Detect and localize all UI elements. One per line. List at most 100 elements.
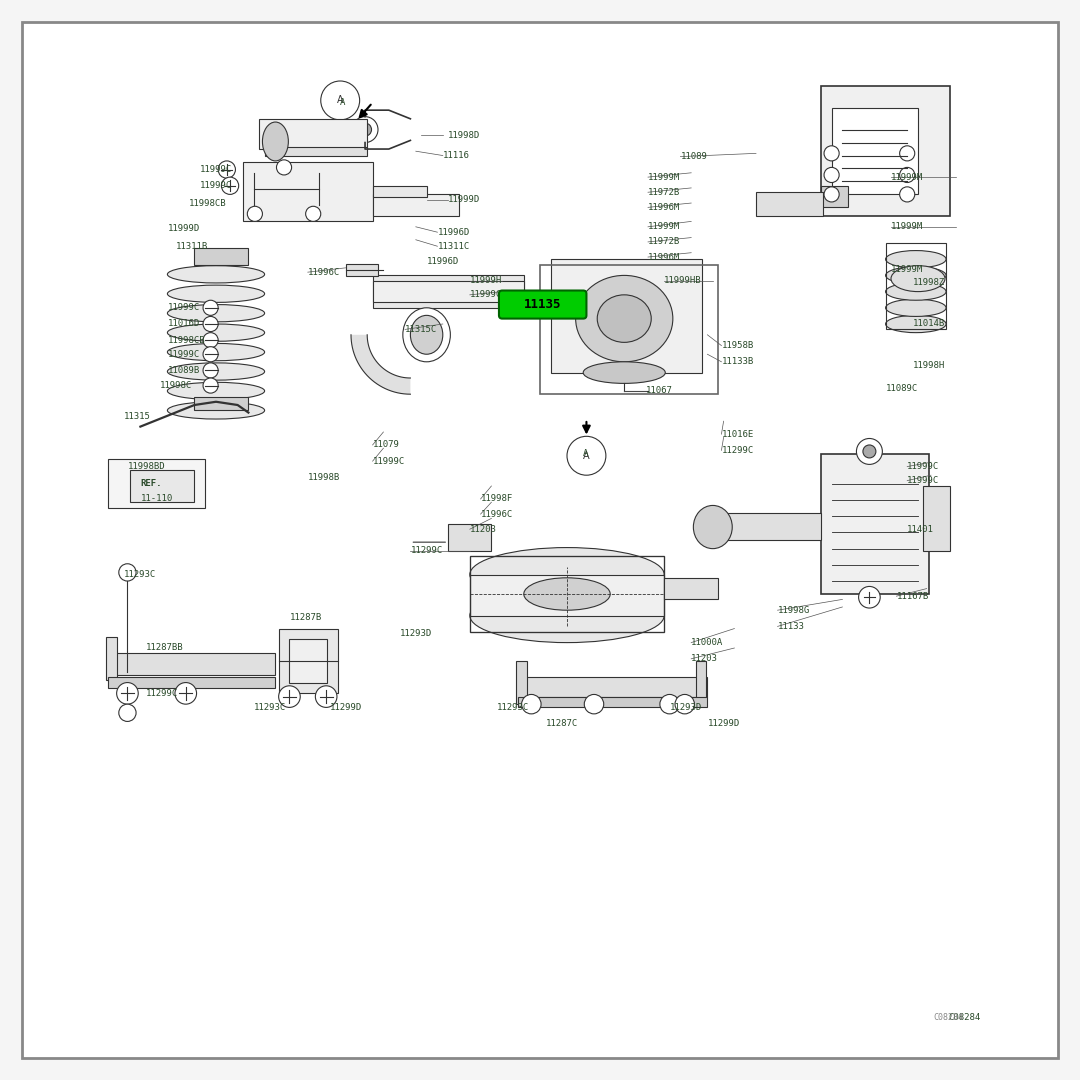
Circle shape (175, 683, 197, 704)
Text: 11299C: 11299C (410, 546, 443, 555)
Circle shape (279, 686, 300, 707)
Text: 11287B: 11287B (289, 613, 322, 622)
Text: 11133B: 11133B (721, 357, 754, 366)
Text: 11315: 11315 (124, 413, 151, 421)
Bar (259, 119, 367, 149)
Circle shape (218, 161, 235, 178)
Circle shape (203, 363, 218, 378)
Text: 11998C: 11998C (160, 381, 192, 390)
Text: 11999C: 11999C (373, 457, 405, 465)
Bar (540, 265, 718, 394)
Circle shape (203, 378, 218, 393)
Ellipse shape (167, 363, 265, 380)
Text: 11299C: 11299C (146, 689, 178, 698)
Text: 11998BD: 11998BD (127, 462, 165, 471)
Bar (551, 259, 702, 373)
Text: A: A (337, 95, 343, 106)
Circle shape (660, 694, 679, 714)
Text: 11999C: 11999C (167, 303, 200, 312)
Text: 11089: 11089 (680, 152, 707, 161)
Text: 11998CB: 11998CB (189, 199, 227, 207)
Bar (713, 513, 821, 540)
Text: 11998H: 11998H (913, 361, 945, 369)
Bar (108, 459, 205, 508)
Text: 11998CB: 11998CB (167, 336, 205, 345)
Text: 11299D: 11299D (329, 703, 362, 712)
Text: 11998Z: 11998Z (913, 279, 945, 287)
Bar (923, 486, 950, 551)
Text: 11311C: 11311C (437, 242, 470, 251)
Circle shape (859, 586, 880, 608)
Ellipse shape (886, 283, 946, 300)
Ellipse shape (583, 362, 665, 383)
Text: 11999H: 11999H (470, 276, 502, 285)
Bar (194, 397, 248, 410)
Text: 11999C: 11999C (470, 291, 502, 299)
Bar (756, 192, 823, 216)
Bar (289, 639, 327, 683)
Ellipse shape (693, 505, 732, 549)
Ellipse shape (410, 315, 443, 354)
Ellipse shape (167, 402, 265, 419)
Text: 11293C: 11293C (254, 703, 286, 712)
Circle shape (567, 436, 606, 475)
Bar (108, 653, 275, 675)
Text: 11998B: 11998B (308, 473, 340, 482)
Circle shape (321, 81, 360, 120)
Ellipse shape (403, 308, 450, 362)
Text: 11998G: 11998G (778, 606, 810, 615)
Ellipse shape (167, 266, 265, 283)
Text: 11-110: 11-110 (140, 495, 173, 503)
Bar (194, 248, 248, 265)
Circle shape (900, 167, 915, 183)
Circle shape (675, 694, 694, 714)
Circle shape (119, 704, 136, 721)
Circle shape (119, 564, 136, 581)
Text: A: A (340, 98, 346, 107)
Bar (470, 556, 664, 632)
Ellipse shape (886, 315, 946, 333)
Text: 11287C: 11287C (545, 719, 578, 728)
Circle shape (522, 694, 541, 714)
Text: 11089C: 11089C (886, 384, 918, 393)
Text: C08284: C08284 (948, 1013, 981, 1022)
Text: 11089B: 11089B (167, 366, 200, 375)
Text: 11293D: 11293D (400, 630, 432, 638)
Circle shape (117, 683, 138, 704)
Text: 11999M: 11999M (648, 222, 680, 231)
Text: A: A (583, 449, 589, 458)
Text: 11998D: 11998D (448, 131, 481, 139)
Bar (130, 470, 194, 502)
Circle shape (824, 187, 839, 202)
Text: 11014B: 11014B (913, 320, 945, 328)
Text: 11999D: 11999D (167, 225, 200, 233)
Circle shape (824, 146, 839, 161)
Circle shape (359, 123, 372, 136)
Circle shape (276, 160, 292, 175)
Text: 11293C: 11293C (497, 703, 529, 712)
Text: C08284: C08284 (933, 1013, 963, 1022)
Ellipse shape (886, 267, 946, 284)
Text: 11996D: 11996D (427, 257, 459, 266)
Text: 11996M: 11996M (648, 203, 680, 212)
Circle shape (315, 686, 337, 707)
Bar (346, 264, 378, 276)
Text: 11996D: 11996D (437, 228, 470, 237)
Bar (279, 629, 338, 693)
Text: 11999C: 11999C (907, 476, 940, 485)
Bar (243, 162, 373, 221)
Bar (696, 661, 706, 704)
Circle shape (824, 167, 839, 183)
Text: 11133: 11133 (778, 622, 805, 631)
Circle shape (900, 146, 915, 161)
Circle shape (247, 206, 262, 221)
Text: 11293D: 11293D (670, 703, 702, 712)
Bar (886, 243, 946, 329)
Bar (821, 86, 950, 216)
Circle shape (863, 445, 876, 458)
Text: 11315C: 11315C (405, 325, 437, 334)
Circle shape (203, 300, 218, 315)
Circle shape (856, 438, 882, 464)
Ellipse shape (597, 295, 651, 342)
Text: 11299C: 11299C (721, 446, 754, 455)
